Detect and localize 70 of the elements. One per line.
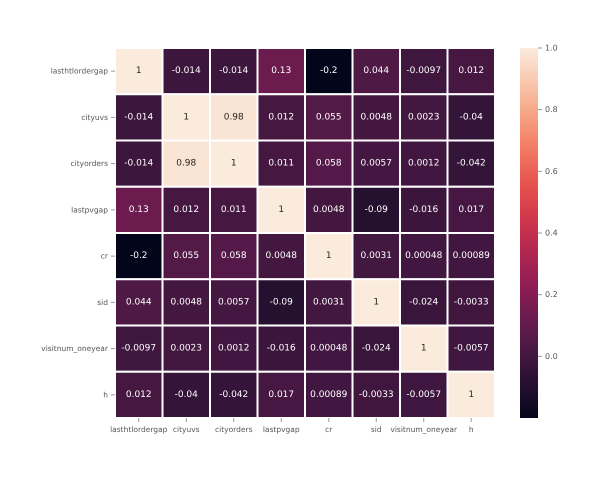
data-label: 1 [373, 297, 380, 308]
data-label: -0.0057 [454, 344, 489, 354]
data-label: 0.13 [271, 66, 292, 76]
data-label: 0.012 [268, 112, 294, 122]
data-label: -0.0033 [358, 390, 394, 400]
data-label: -0.042 [219, 390, 248, 400]
data-label: -0.04 [460, 112, 484, 122]
color-bar-label: 0.4 [545, 228, 558, 238]
data-label: 1 [326, 251, 332, 262]
data-label: 0.0057 [218, 297, 250, 308]
data-label: 0.012 [458, 66, 484, 76]
data-label: -0.016 [409, 204, 439, 215]
data-label: -0.0057 [406, 390, 442, 400]
data-label: 1 [420, 344, 427, 354]
data-label: 1 [468, 390, 474, 400]
data-label: 0.044 [126, 297, 152, 308]
data-label: -0.014 [219, 66, 249, 76]
data-label: 0.011 [220, 204, 247, 215]
data-label: -0.0033 [454, 297, 489, 308]
color-bar-label: 0.2 [545, 290, 558, 300]
data-label: 0.00089 [310, 390, 348, 400]
data-label: -0.04 [174, 390, 198, 400]
data-label: 0.058 [220, 251, 247, 262]
data-label: 0.0057 [360, 158, 392, 169]
data-label: 0.012 [126, 390, 152, 400]
color-bar-label: 0.8 [545, 105, 558, 114]
data-label: 1 [230, 158, 237, 169]
data-label: 0.017 [268, 390, 294, 400]
data-label: 0.0048 [170, 297, 202, 308]
data-label: 0.0023 [408, 112, 440, 122]
data-label: -0.024 [362, 344, 392, 354]
data-label: 0.0023 [170, 344, 202, 354]
data-label: 0.055 [173, 251, 200, 262]
data-label: 0.00048 [310, 344, 348, 354]
data-label: 0.011 [268, 158, 294, 169]
data-label: 1 [183, 112, 190, 122]
data-label: 0.00048 [405, 251, 443, 262]
data-label: -0.016 [266, 344, 296, 354]
data-label: 1 [136, 66, 142, 76]
data-label: -0.014 [124, 158, 154, 169]
data-label: 0.0048 [266, 251, 298, 262]
data-label: 0.044 [363, 66, 390, 76]
data-label: 0.055 [316, 112, 342, 122]
color-bar-label: 1.0 [545, 44, 558, 52]
data-label: 0.0048 [313, 204, 345, 215]
data-label: 0.98 [224, 112, 244, 122]
data-label: 0.0031 [360, 251, 392, 262]
color-bar-label: 0.0 [545, 352, 558, 361]
data-label: -0.0097 [406, 66, 442, 76]
data-label: -0.014 [172, 66, 202, 76]
data-label: 1 [278, 204, 284, 215]
data-label: 0.0048 [360, 112, 392, 122]
data-label: 0.13 [128, 204, 149, 215]
data-label: -0.014 [124, 112, 154, 122]
data-label: 0.98 [176, 158, 197, 169]
data-label: 0.00089 [452, 251, 490, 262]
data-label: -0.09 [364, 204, 388, 215]
data-label: 0.0012 [218, 344, 250, 354]
data-label: -0.09 [270, 297, 294, 308]
data-label: -0.042 [456, 158, 486, 169]
data-label: 0.0031 [313, 297, 344, 308]
data-label: 0.058 [316, 158, 342, 169]
data-label: -0.024 [409, 297, 439, 308]
data-label: 0.0012 [408, 158, 440, 169]
data-label: 0.017 [458, 204, 484, 215]
data-label: -0.2 [320, 66, 338, 76]
data-label: -0.0097 [121, 344, 156, 354]
data-label: 0.012 [173, 204, 200, 215]
color-bar-label: 0.6 [545, 166, 558, 176]
data-label: -0.2 [130, 251, 148, 262]
